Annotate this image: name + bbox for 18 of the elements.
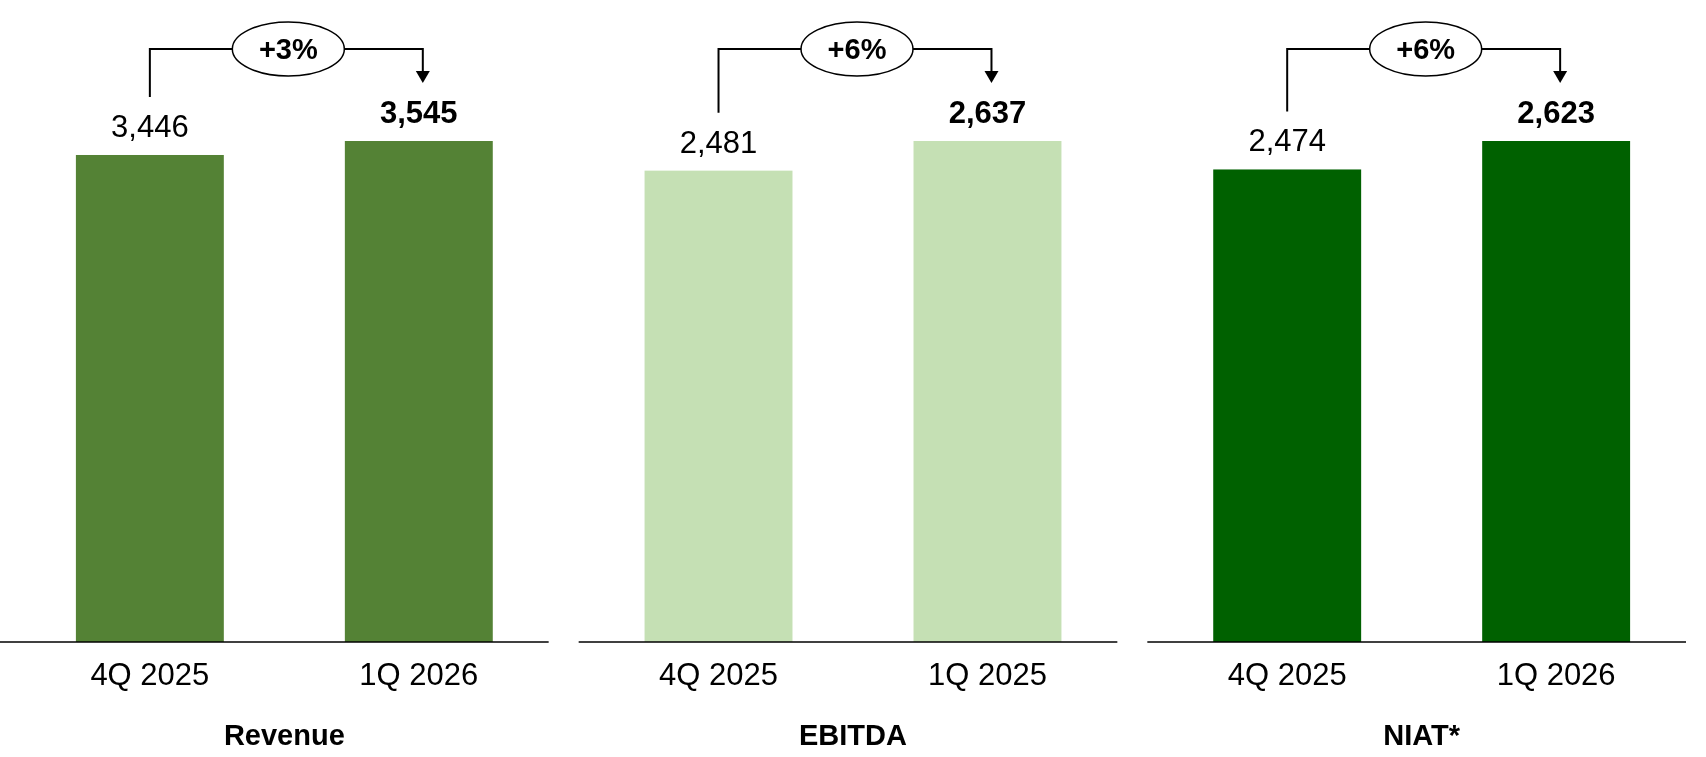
x-tick-label: 4Q 2025 — [1227, 657, 1347, 692]
data-label: 2,474 — [1248, 123, 1326, 159]
x-tick-label: 1Q 2026 — [359, 657, 479, 692]
x-axis-title: NIAT* — [1383, 719, 1461, 751]
x-tick-label: 1Q 2025 — [928, 657, 1047, 692]
x-axis-title: EBITDA — [799, 719, 908, 751]
data-label: 2,637 — [948, 95, 1027, 130]
x-axis-title: Revenue — [223, 719, 345, 751]
data-label: 3,446 — [111, 108, 189, 144]
data-label: 2,481 — [679, 124, 758, 160]
x-tick-label: 4Q 2025 — [659, 657, 778, 692]
text: +6% — [827, 33, 887, 65]
text: +3% — [258, 33, 318, 65]
x-tick-label: 1Q 2026 — [1496, 657, 1616, 692]
text: +6% — [1396, 33, 1456, 65]
data-label: 3,545 — [380, 95, 458, 130]
x-tick-label: 4Q 2025 — [90, 657, 210, 692]
data-label: 2,623 — [1517, 95, 1595, 130]
